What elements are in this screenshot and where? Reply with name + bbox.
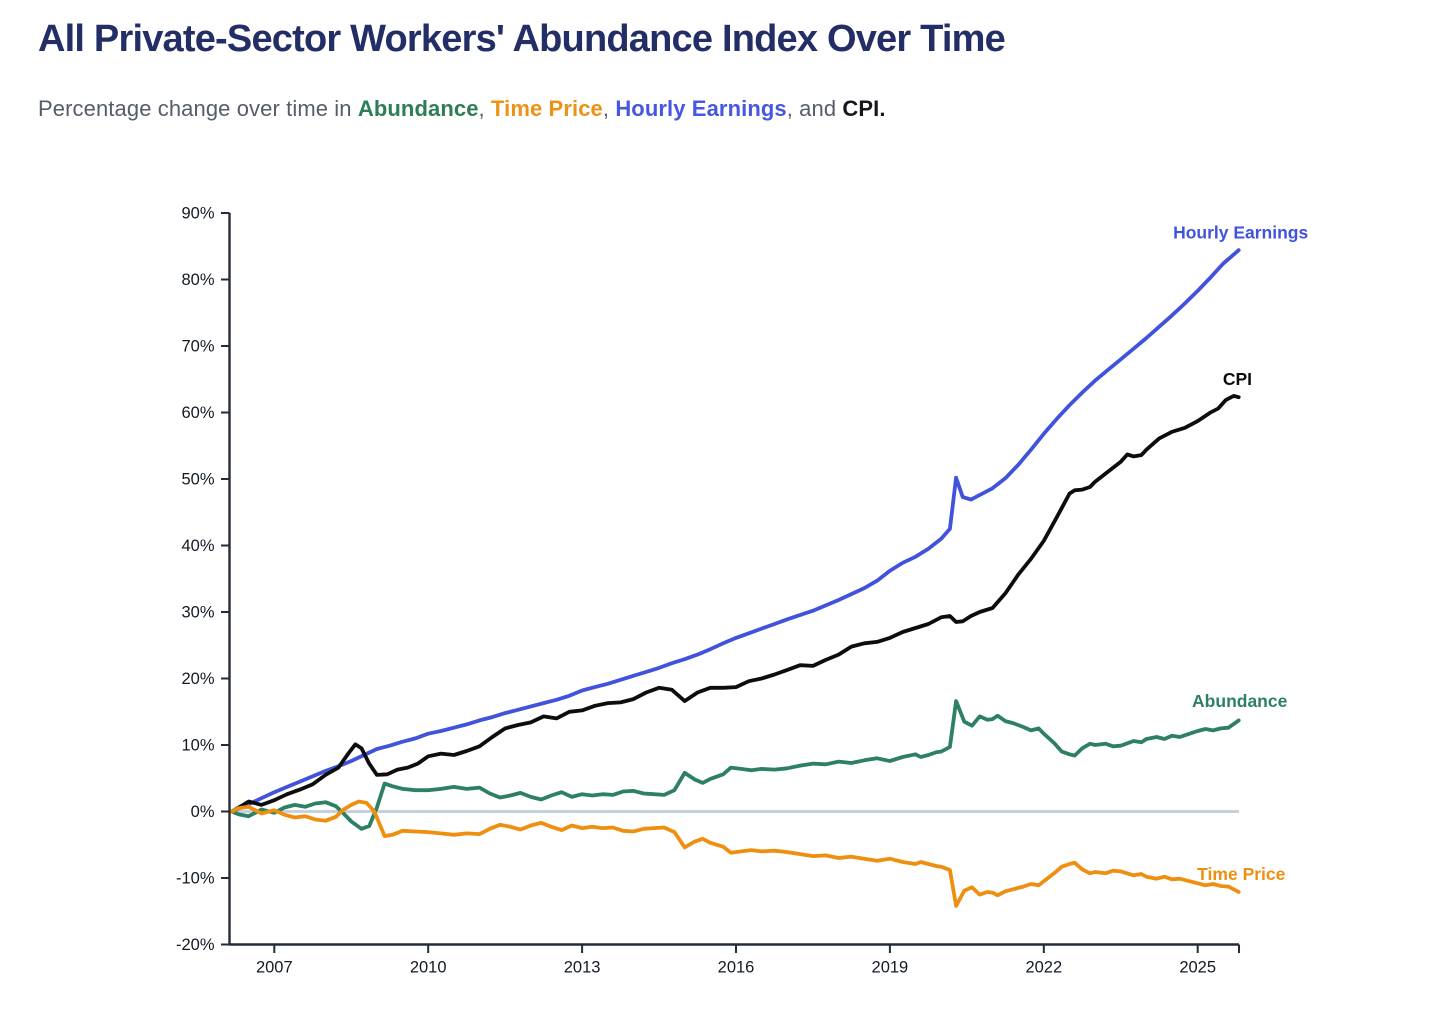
series-label-cpi: CPI (1223, 369, 1252, 389)
y-axis-tick-label: 10% (181, 737, 214, 755)
x-axis-tick-label: 2025 (1179, 959, 1216, 977)
subtitle-part: Abundance (357, 96, 479, 121)
series-label-time-price: Time Price (1197, 864, 1285, 884)
y-axis-tick-label: 50% (181, 471, 214, 489)
subtitle-part: , and (786, 96, 843, 121)
x-axis-tick-label: 2019 (872, 959, 909, 977)
y-axis-tick-label: 20% (181, 670, 214, 688)
subtitle-part: Percentage change over time in (38, 96, 358, 121)
subtitle-part: , (478, 96, 491, 121)
y-axis-tick-label: 60% (181, 404, 214, 422)
y-axis-tick-label: 80% (181, 271, 214, 289)
subtitle-part: Hourly Earnings (615, 96, 787, 121)
series-label-abundance: Abundance (1192, 691, 1288, 711)
series-line-cpi (229, 393, 1241, 814)
y-axis-tick-label: 30% (181, 604, 214, 622)
series-line-time-price (229, 799, 1241, 908)
y-axis-tick-label: -10% (176, 870, 215, 888)
series-label-hourly-earnings: Hourly Earnings (1173, 222, 1308, 242)
x-axis-tick-label: 2013 (564, 959, 601, 977)
chart-subtitle: Percentage change over time in Abundance… (38, 96, 886, 122)
y-axis-tick-label: 70% (181, 338, 214, 356)
series-line-hourly-earnings (229, 248, 1241, 814)
series-line-abundance (229, 699, 1241, 831)
x-axis-tick-label: 2022 (1025, 959, 1062, 977)
subtitle-part: . (879, 96, 886, 121)
x-axis-tick-label: 2007 (256, 959, 293, 977)
subtitle-part: , (602, 96, 616, 121)
x-axis-tick-label: 2016 (718, 959, 755, 977)
subtitle-part: CPI (842, 96, 880, 121)
y-axis-tick-label: 90% (181, 205, 214, 223)
y-axis-tick-label: 0% (191, 803, 215, 821)
page-title: All Private-Sector Workers' Abundance In… (38, 18, 1006, 60)
subtitle-part: Time Price (490, 96, 603, 121)
y-axis-tick-label: 40% (181, 537, 214, 555)
y-axis-tick-label: -20% (176, 936, 215, 954)
x-axis-tick-label: 2010 (410, 959, 447, 977)
